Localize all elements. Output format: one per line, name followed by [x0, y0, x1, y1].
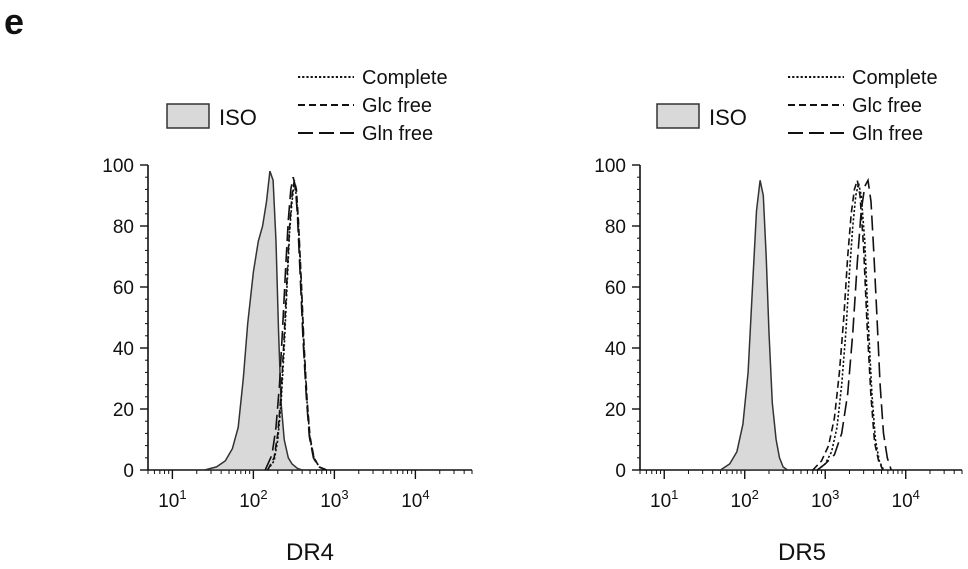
x-tick-label: 102: [239, 487, 267, 512]
legend-label: Complete: [852, 67, 938, 89]
series-iso-histogram: [718, 180, 788, 471]
y-tick-label: 40: [113, 339, 134, 360]
iso-legend-swatch: [166, 103, 210, 129]
y-tick-label: 60: [113, 278, 134, 299]
histogram-panel-dr5: 0 20 40 60 80 100 101 102 103 104 DR5 ISO Complete Gl…: [594, 67, 963, 566]
x-axis-title: DR4: [286, 539, 334, 566]
iso-legend-swatch: [656, 103, 700, 129]
series-gln-free-line: [816, 177, 892, 471]
y-tick-label: 80: [113, 217, 134, 238]
iso-legend-label: ISO: [709, 105, 747, 130]
legend-label: Gln free: [852, 123, 923, 145]
series-glc-free-line: [812, 180, 884, 471]
y-tick-label: 0: [615, 461, 626, 482]
y-tick-label: 100: [594, 156, 626, 177]
legend-label: Complete: [362, 67, 448, 89]
y-tick-label: 40: [605, 339, 626, 360]
legend-label: Gln free: [362, 123, 433, 145]
series-iso-histogram: [204, 170, 303, 471]
y-tick-label: 20: [605, 400, 626, 421]
histogram-panel-dr4: 0 20 40 60 80 100 101 102 103 104 DR4 ISO Complete Gl…: [102, 67, 473, 566]
y-tick-label: 20: [113, 400, 134, 421]
x-tick-label: 104: [401, 487, 429, 512]
panel-letter: e: [4, 1, 24, 42]
x-tick-label: 104: [892, 487, 920, 512]
y-tick-label: 80: [605, 217, 626, 238]
legend-label: Glc free: [362, 95, 432, 117]
legend-label: Glc free: [852, 95, 922, 117]
x-tick-label: 101: [158, 487, 186, 512]
y-tick-label: 60: [605, 278, 626, 299]
iso-legend-label: ISO: [219, 105, 257, 130]
x-tick-label: 103: [320, 487, 348, 512]
y-tick-label: 0: [123, 461, 134, 482]
x-tick-label: 103: [811, 487, 839, 512]
y-tick-label: 100: [102, 156, 134, 177]
x-axis-title: DR5: [778, 539, 826, 566]
x-tick-label: 101: [650, 487, 678, 512]
series-gln-free-line: [264, 177, 327, 471]
x-tick-label: 102: [731, 487, 759, 512]
